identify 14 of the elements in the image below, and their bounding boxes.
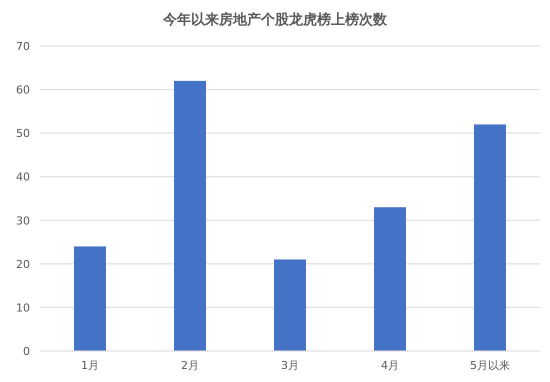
y-tick-label: 10 — [16, 301, 30, 314]
x-tick-label: 5月以来 — [470, 359, 510, 372]
title: 今年以来房地产个股龙虎榜上榜次数 — [163, 12, 387, 28]
x-tick-label: 4月 — [381, 359, 399, 372]
y-tick-label: 70 — [16, 40, 30, 53]
x-tick-label: 3月 — [281, 359, 299, 372]
y-tick-label: 0 — [23, 345, 30, 358]
y-tick-label: 30 — [16, 214, 30, 228]
y-tick-label: 60 — [16, 84, 30, 97]
y-tick-label: 20 — [16, 258, 30, 271]
y-tick-label: 40 — [16, 170, 30, 184]
x-tick-label: 1月 — [81, 359, 99, 372]
x-tick-label: 2月 — [181, 359, 199, 372]
y-tick-label: 50 — [16, 127, 30, 140]
